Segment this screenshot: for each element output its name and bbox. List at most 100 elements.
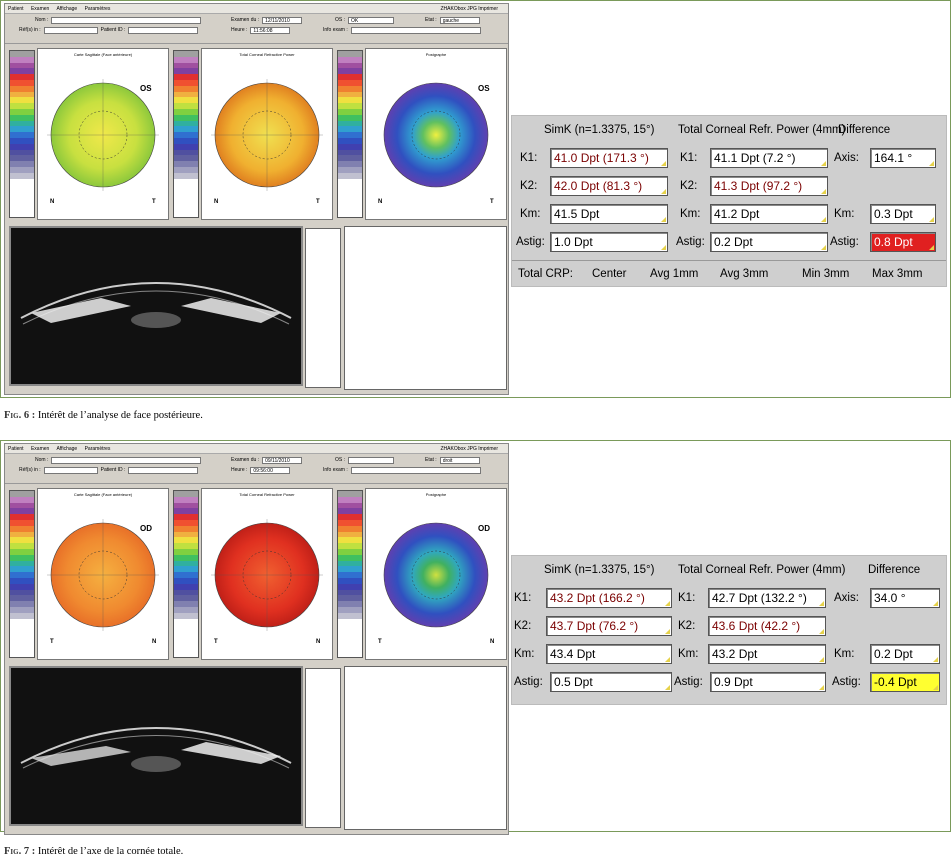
scale-swatch (174, 74, 198, 80)
scale-swatch (338, 543, 362, 549)
scale-swatch (338, 612, 362, 619)
sagittal-map[interactable]: OS N T (38, 57, 168, 217)
sagittal-map-panel: Carte Sagittale (Face antérieure) OD T N (37, 488, 169, 660)
posterior-map[interactable]: OS N T (366, 57, 506, 217)
patient-id-label: Patient ID : (100, 467, 126, 473)
menu-examen[interactable]: Examen (30, 446, 50, 452)
axis-label: Axis: (834, 152, 859, 164)
tcrp-map-title: Total Corneal Refractive Power (239, 52, 295, 57)
menu-examen[interactable]: Examen (30, 6, 50, 12)
menu-affichage[interactable]: Affichage (56, 446, 78, 452)
exam-field[interactable]: 12/11/2010 (262, 16, 303, 24)
k1-field[interactable]: 43.2 Dpt (166.2 °) (546, 588, 672, 608)
menu-parametres[interactable]: Paramètres (84, 6, 111, 12)
info-field[interactable] (350, 26, 481, 34)
scale-swatch (338, 491, 362, 497)
menu-right[interactable]: ZHAKObox JPG Imprimer (440, 446, 498, 452)
etat-field[interactable]: gauche (439, 16, 480, 24)
k2b-field[interactable]: 41.3 Dpt (97.2 °) (710, 176, 828, 196)
scale-swatch (174, 496, 198, 503)
kmd-field[interactable]: 0.3 Dpt (870, 204, 936, 224)
scale-swatch (10, 525, 34, 532)
astigd-field[interactable]: 0.8 Dpt (870, 232, 936, 252)
km-field[interactable]: 43.4 Dpt (546, 644, 672, 664)
scale-swatch (338, 161, 362, 167)
patient-info: Nom : Réf(s) in : Patient ID : Examen du … (5, 454, 508, 484)
scheimpflug-image[interactable] (9, 666, 303, 826)
astig-label: Astig: (516, 236, 545, 248)
scale-swatch (10, 149, 34, 156)
info-field[interactable] (350, 466, 481, 474)
exam-field[interactable]: 09/11/2010 (262, 456, 303, 464)
astigb-field[interactable]: 0.9 Dpt (710, 672, 826, 692)
nom-field[interactable] (51, 456, 202, 464)
scale-swatch (174, 531, 198, 538)
sagittal-map[interactable]: OD T N (38, 497, 168, 657)
scale-swatch (10, 583, 34, 590)
astigb-field[interactable]: 0.2 Dpt (710, 232, 828, 252)
color-scale-2 (173, 490, 199, 658)
astigd-field[interactable]: -0.4 Dpt (870, 672, 940, 692)
k1b-field[interactable]: 42.7 Dpt (132.2 °) (708, 588, 826, 608)
ref-label: Réf(s) in : (19, 467, 41, 473)
scale-swatch (338, 155, 362, 162)
footer-total-crp: Total CRP: (518, 268, 573, 280)
posterior-map[interactable]: OD T N (366, 497, 506, 657)
menu-parametres[interactable]: Paramètres (84, 446, 111, 452)
scale-swatch (10, 172, 34, 179)
scale-swatch (338, 514, 362, 520)
kmb-field[interactable]: 41.2 Dpt (710, 204, 828, 224)
ref-label: Réf(s) in : (19, 27, 41, 33)
axis-field[interactable]: 164.1 ° (870, 148, 936, 168)
kmd-field[interactable]: 0.2 Dpt (870, 644, 940, 664)
k1b-field[interactable]: 41.1 Dpt (7.2 °) (710, 148, 828, 168)
exam-label: Examen du : (231, 457, 260, 463)
km-field[interactable]: 41.5 Dpt (550, 204, 668, 224)
heure-field[interactable]: 11:56:08 (250, 26, 291, 34)
kmb-label: Km: (680, 208, 701, 220)
figure-7: Patient Examen Affichage Paramètres ZHAK… (0, 440, 951, 835)
patient-id-field[interactable] (128, 26, 199, 34)
nom-label: Nom : (35, 17, 49, 23)
scale-swatch (10, 508, 34, 515)
scan-thumbnails[interactable] (305, 228, 341, 388)
astig-field[interactable]: 0.5 Dpt (550, 672, 672, 692)
ref-field[interactable] (43, 466, 98, 474)
os-field[interactable] (348, 456, 395, 464)
scan-thumbnails[interactable] (305, 668, 341, 828)
k2b-label: K2: (678, 620, 696, 632)
axis-field[interactable]: 34.0 ° (870, 588, 940, 608)
scale-swatch (174, 572, 198, 578)
info-label: Info exam : (323, 467, 348, 473)
menu-affichage[interactable]: Affichage (56, 6, 78, 12)
scale-swatch (10, 161, 34, 167)
patient-id-field[interactable] (128, 466, 199, 474)
ref-field[interactable] (43, 26, 98, 34)
scale-swatch (338, 560, 362, 567)
etat-field[interactable]: droit (439, 456, 480, 464)
k2-field[interactable]: 43.7 Dpt (76.2 °) (546, 616, 672, 636)
scale-swatch (174, 548, 198, 555)
nom-field[interactable] (51, 16, 202, 24)
menu-patient[interactable]: Patient (8, 446, 24, 452)
menu-right[interactable]: ZHAKObox JPG Imprimer (440, 6, 498, 12)
scale-swatch (174, 137, 198, 144)
menu-patient[interactable]: Patient (8, 6, 24, 12)
scale-swatch (10, 97, 34, 104)
astig-label: Astig: (514, 676, 543, 688)
heure-field[interactable]: 09:56:00 (250, 466, 291, 474)
k1-field[interactable]: 41.0 Dpt (171.3 °) (550, 148, 668, 168)
k2b-field[interactable]: 43.6 Dpt (42.2 °) (708, 616, 826, 636)
svg-text:N: N (214, 199, 218, 205)
scheimpflug-image[interactable] (9, 226, 303, 386)
color-scale-3 (337, 50, 363, 218)
k2-field[interactable]: 42.0 Dpt (81.3 °) (550, 176, 668, 196)
os-field[interactable]: OK (348, 16, 395, 24)
k1b-label: K1: (680, 152, 698, 164)
astig-field[interactable]: 1.0 Dpt (550, 232, 668, 252)
scale-swatch (338, 79, 362, 86)
kmb-field[interactable]: 43.2 Dpt (708, 644, 826, 664)
